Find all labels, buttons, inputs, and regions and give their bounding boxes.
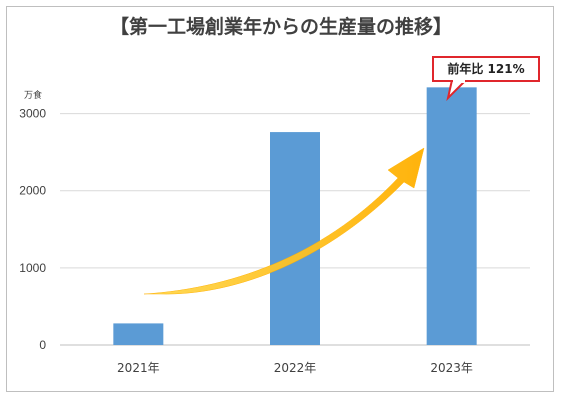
bar-1 (113, 323, 164, 345)
x-category-label: 2023年 (430, 361, 473, 375)
y-tick-label: 0 (39, 338, 46, 352)
y-tick-label: 1000 (19, 261, 46, 275)
x-category-label: 2022年 (274, 361, 317, 375)
growth-callout: 前年比 121% (432, 56, 540, 82)
x-category-label: 2021年 (117, 361, 160, 375)
y-axis-unit-label: 万食 (24, 91, 43, 101)
bar-2 (270, 132, 320, 345)
y-tick-label: 2000 (19, 184, 46, 198)
y-tick-label: 3000 (19, 107, 46, 121)
chart-title: 【第一工場創業年からの生産量の推移】 (109, 16, 452, 38)
bar-3 (426, 87, 477, 345)
growth-arrow (143, 147, 425, 295)
